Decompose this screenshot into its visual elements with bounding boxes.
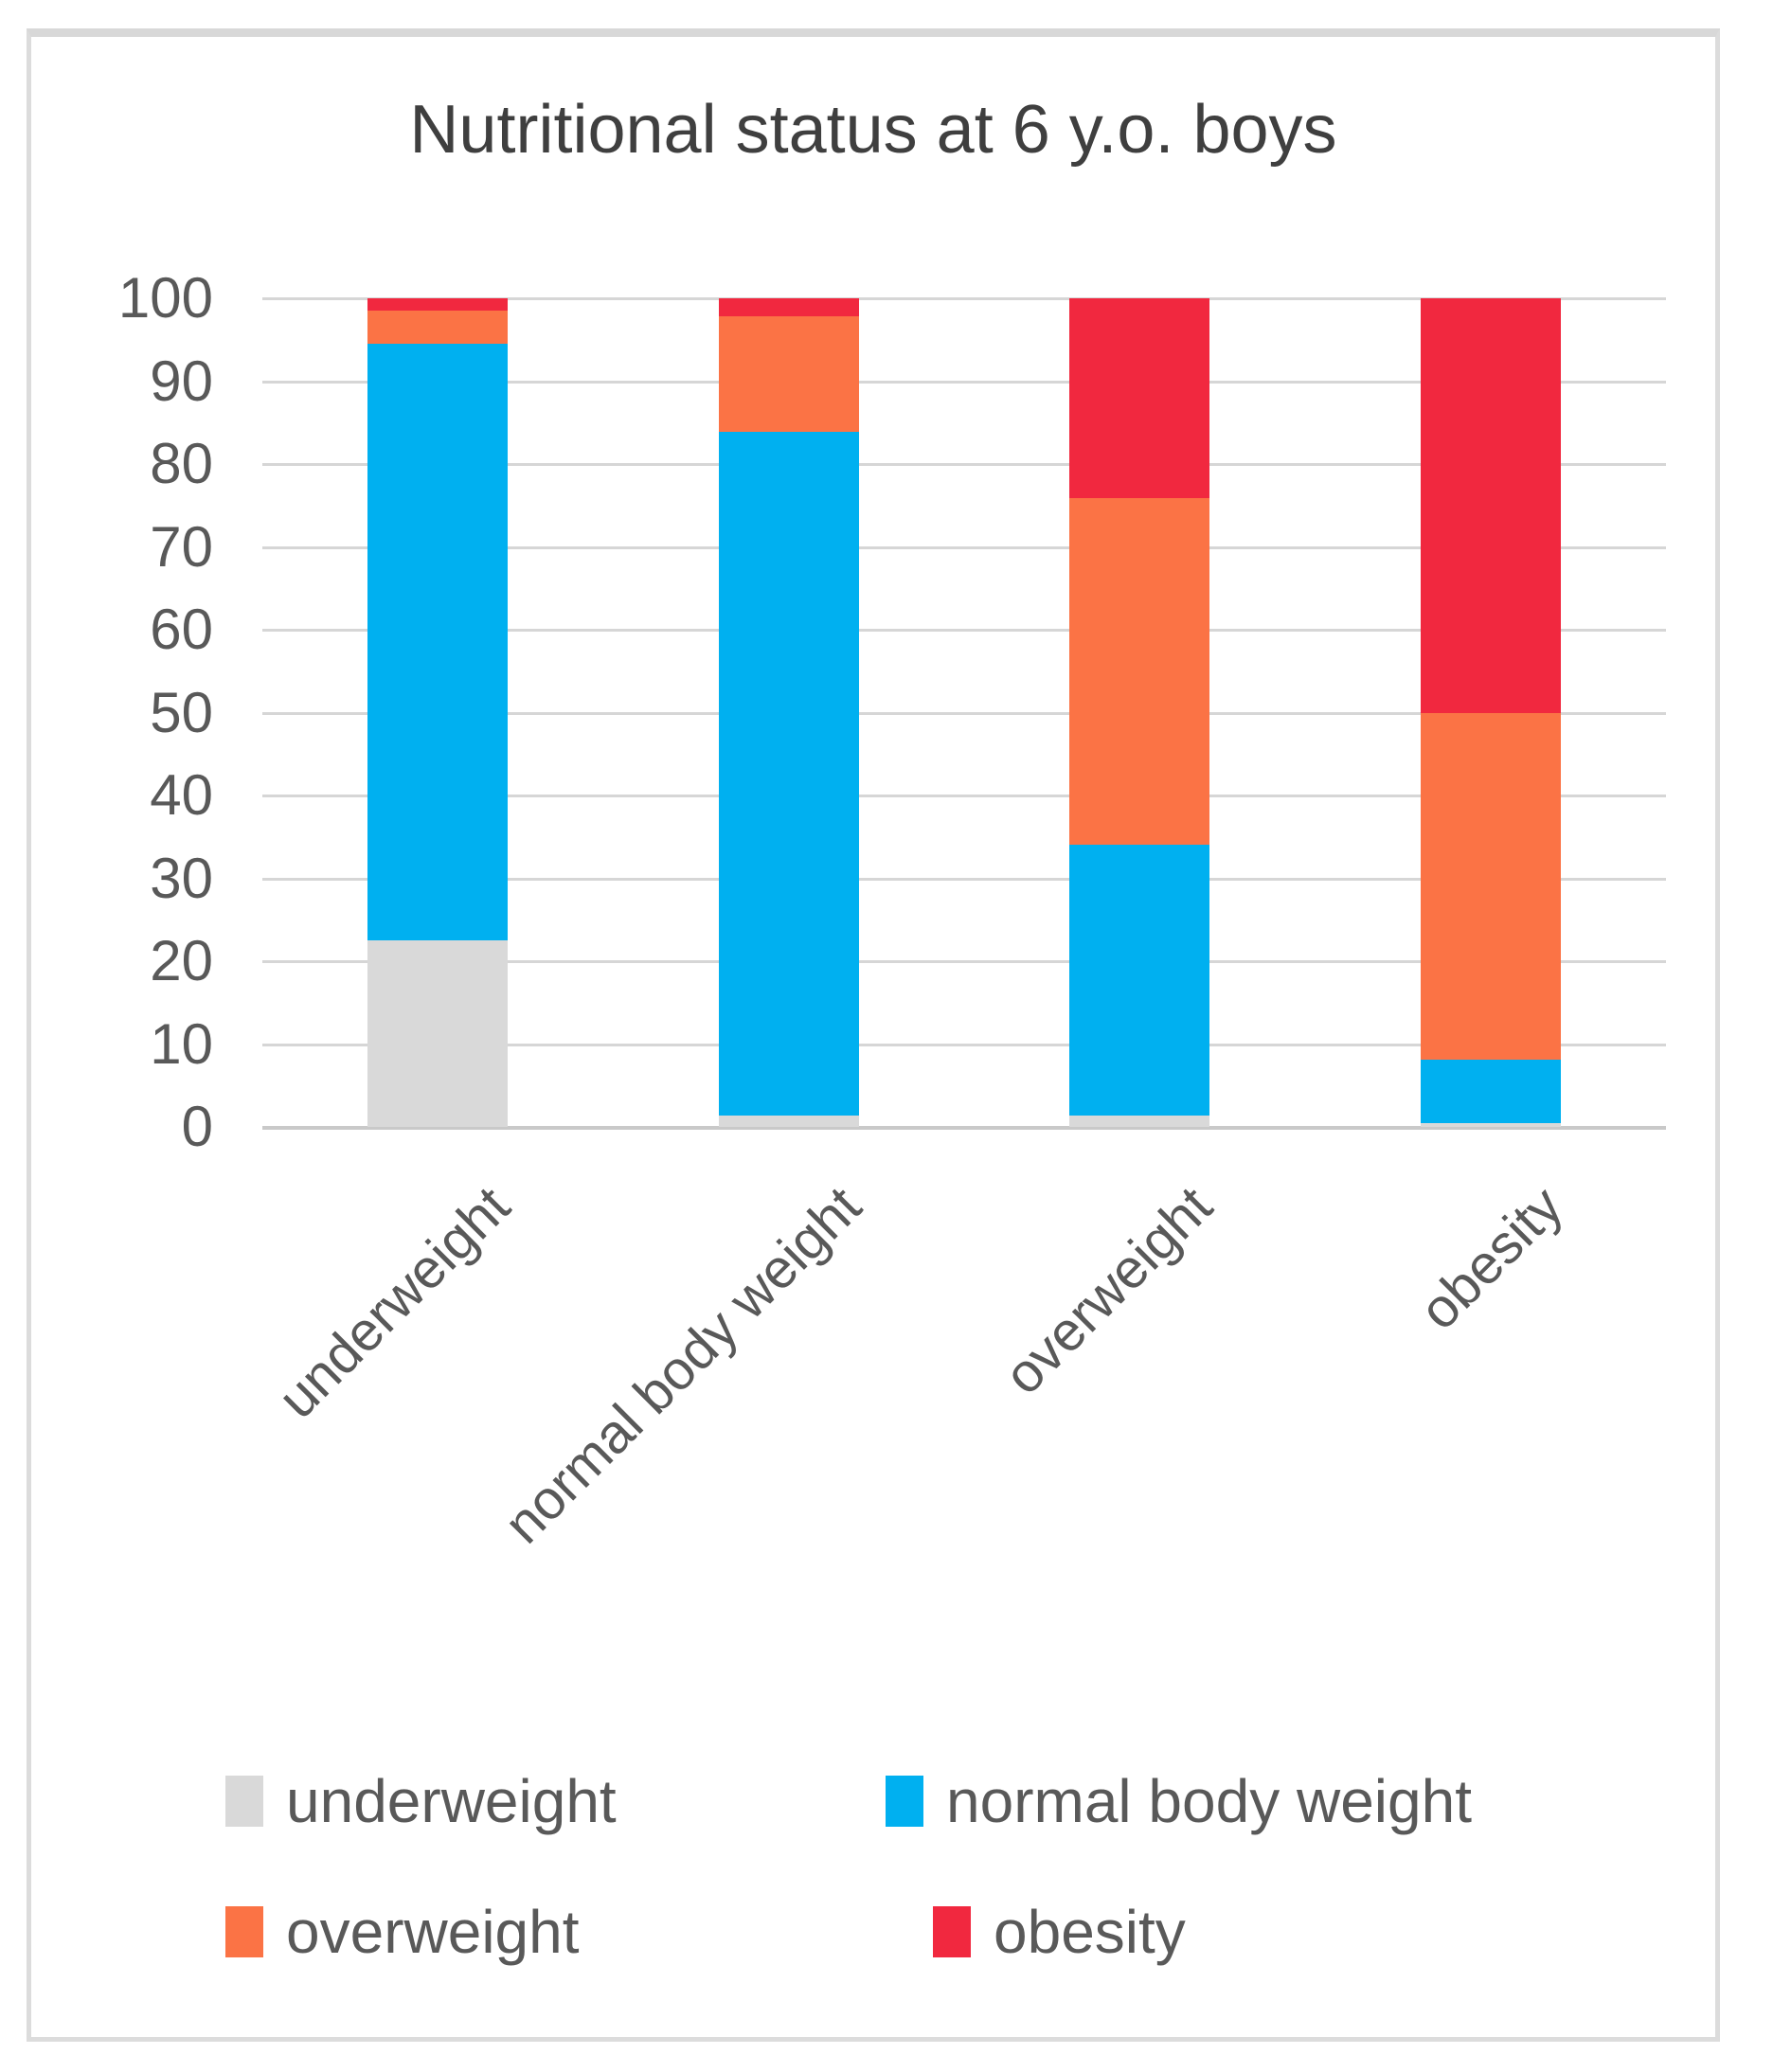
bar-segment-underweight bbox=[1069, 1115, 1210, 1127]
bar-segment-overweight bbox=[1420, 712, 1561, 1061]
x-axis-line bbox=[262, 1126, 1666, 1130]
gridline bbox=[262, 545, 1666, 549]
gridline bbox=[262, 463, 1666, 466]
y-tick-label: 90 bbox=[150, 348, 213, 413]
legend-item-overweight: overweight bbox=[225, 1898, 580, 1966]
y-tick-label: 20 bbox=[150, 929, 213, 992]
bar-segment-overweight bbox=[718, 316, 859, 432]
gridline bbox=[262, 711, 1666, 715]
y-tick-label: 100 bbox=[117, 266, 213, 330]
legend-label: obesity bbox=[994, 1898, 1186, 1966]
gridline bbox=[262, 297, 1666, 300]
legend-swatch bbox=[225, 1776, 263, 1827]
legend-swatch bbox=[225, 1906, 263, 1957]
y-tick-label: 0 bbox=[181, 1095, 213, 1158]
y-tick-label: 30 bbox=[150, 846, 213, 910]
gridline bbox=[262, 629, 1666, 632]
bar-underweight bbox=[367, 298, 509, 1127]
bar-segment-normal-body-weight bbox=[1069, 844, 1210, 1116]
legend-label: underweight bbox=[286, 1767, 617, 1835]
legend-item-normal-body-weight: normal body weight bbox=[886, 1767, 1472, 1835]
bar-segment-normal-body-weight bbox=[1420, 1060, 1561, 1123]
gridline bbox=[262, 380, 1666, 384]
bar-obesity bbox=[1420, 298, 1561, 1127]
bar-segment-normal-body-weight bbox=[718, 431, 859, 1116]
gridline bbox=[262, 1043, 1666, 1046]
legend-swatch bbox=[933, 1906, 971, 1957]
y-tick-label: 10 bbox=[150, 1011, 213, 1076]
y-tick-label: 60 bbox=[150, 598, 213, 661]
chart-title: Nutritional status at 6 y.o. boys bbox=[409, 92, 1337, 168]
legend-label: overweight bbox=[286, 1898, 580, 1966]
bar-segment-obesity bbox=[367, 298, 509, 312]
y-tick-label: 50 bbox=[150, 680, 213, 744]
y-tick-label: 40 bbox=[150, 763, 213, 827]
legend-item-obesity: obesity bbox=[933, 1898, 1186, 1966]
bar-segment-overweight bbox=[1069, 497, 1210, 845]
bar-segment-underweight bbox=[367, 940, 509, 1127]
legend-label: normal body weight bbox=[946, 1767, 1472, 1835]
bar-segment-normal-body-weight bbox=[367, 344, 509, 941]
bar-segment-obesity bbox=[1420, 298, 1561, 713]
bar-segment-obesity bbox=[1069, 298, 1210, 498]
y-tick-label: 80 bbox=[150, 432, 213, 495]
legend-item-underweight: underweight bbox=[225, 1767, 617, 1835]
bar-segment-obesity bbox=[718, 298, 859, 317]
bar-segment-underweight bbox=[1420, 1122, 1561, 1127]
gridline bbox=[262, 877, 1666, 881]
legend-swatch bbox=[886, 1776, 923, 1827]
bar-normal-body-weight bbox=[718, 298, 859, 1127]
y-tick-label: 70 bbox=[150, 514, 213, 579]
bar-segment-overweight bbox=[367, 311, 509, 345]
gridline bbox=[262, 795, 1666, 797]
bar-overweight bbox=[1069, 298, 1210, 1127]
bar-segment-underweight bbox=[718, 1115, 859, 1127]
gridline bbox=[262, 960, 1666, 963]
